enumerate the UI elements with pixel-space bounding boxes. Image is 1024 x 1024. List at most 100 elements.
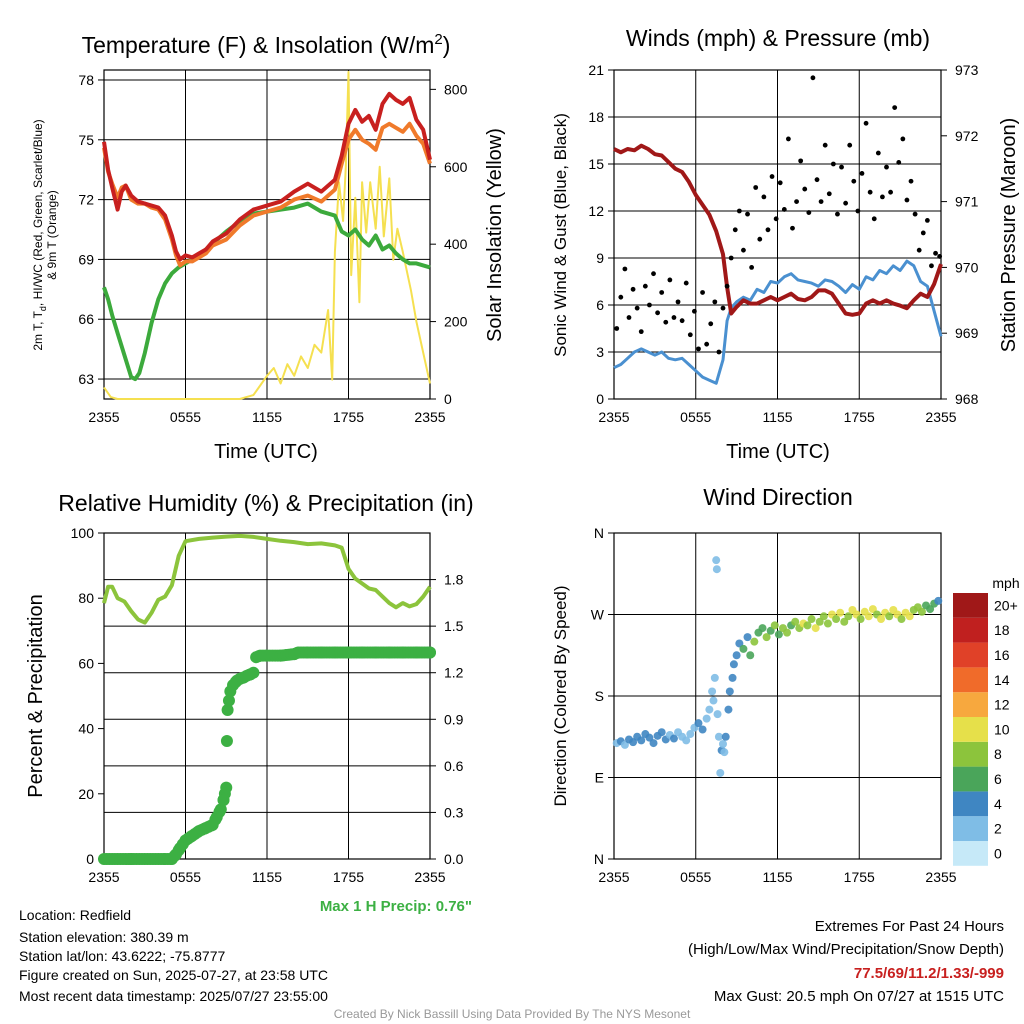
gust-point [916,247,922,253]
station-pressure-line [613,143,943,317]
wind-direction-point [716,768,725,777]
gust-point [896,160,902,165]
relative-humidity-line [102,533,432,625]
panel0-y-tick-label: 63 [78,371,94,387]
precip-point [221,703,234,716]
gust-point [736,208,742,214]
panel2-y2-tick-label: 0.6 [444,758,464,774]
colorbar-swatch [953,717,988,742]
panel1-x-tick-label: 0555 [680,409,711,425]
panel1-y-tick-label: 9 [596,250,604,266]
gust-point [822,142,828,148]
wind-direction-point [710,673,719,682]
panel0-x-tick-label: 2355 [414,409,445,425]
gust-point [908,178,914,184]
panel0-y-tick-label: 75 [78,132,94,148]
panel2-y2-tick-label: 0.3 [444,804,464,820]
gust-point [671,315,677,320]
wind-direction-point [766,626,775,635]
panel2-x-tick-label: 2355 [88,869,119,885]
gust-point [622,266,628,272]
gust-point [773,216,779,222]
gust-point [871,216,877,222]
gust-point [867,189,873,195]
wind-direction-point [725,687,734,696]
wind-direction-point [803,621,812,630]
gust-point [765,227,771,233]
direction-chart-title: Wind Direction [703,484,853,510]
colorbar-label: 8 [994,746,1002,762]
panel1-y2-tick-label: 973 [955,62,979,78]
wind-direction-point [815,617,824,626]
gust-point [884,164,889,170]
panel3-x-tick-label: 1755 [844,869,875,885]
gust-point [843,200,849,206]
wind-direction-point [868,605,877,614]
wind-direction-point [791,617,800,626]
wind-direction-point [729,660,738,669]
gust-point [655,310,660,316]
wind-direction-point [669,734,678,743]
gust-point [647,302,652,308]
panel2-x-tick-label: 1755 [333,869,364,885]
gust-point [777,180,783,186]
panel0-y-tick-label: 72 [78,192,94,208]
gust-point [724,283,730,289]
colorbar-label: 2 [994,821,1002,837]
gust-point [835,211,840,217]
wind-direction-point [819,612,828,621]
temperature-right-axis-label: Solar Insolation (Yellow) [484,128,506,342]
wind-direction-point [649,739,658,748]
gust-point [802,186,808,192]
panel1-y-tick-label: 0 [596,391,604,407]
panel3-y-tick-label: S [595,688,604,704]
colorbar-title: mph [992,575,1019,591]
gust-point [781,207,787,212]
wind-direction-point [645,733,654,742]
colorbar-label: 20+ [994,597,1018,613]
panel1-y2-tick-label: 968 [955,391,979,407]
wind-direction-point [743,633,752,642]
wind-direction-point [708,687,717,696]
panel0-y-tick-label: 66 [78,311,94,327]
colorbar-swatch [953,617,988,643]
panel2-y2-tick-label: 0.9 [444,711,464,727]
winds-right-axis-label: Station Pressure (Maroon) [998,118,1020,353]
wind-direction-point [885,612,894,621]
panel1-x-tick-label: 1755 [844,409,875,425]
extremes-title: Extremes For Past 24 Hours [814,918,1004,935]
wind-direction-point [856,615,865,624]
panel3-y-tick-label: W [591,607,605,623]
colorbar-label: 4 [994,796,1002,812]
credit-text: Created By Nick Bassill Using Data Provi… [333,1007,691,1021]
wind-direction-point [758,624,767,633]
panel2-y2-tick-label: 0.0 [444,851,464,867]
gust-point [663,319,669,325]
gust-point [769,174,775,179]
panel1-y-tick-label: 6 [596,297,604,313]
precip-point [213,805,226,818]
wind-direction-point [713,710,722,719]
temperature-left-axis-label-2: & 9m T (Orange) [45,190,59,280]
panel2-frame [103,532,431,860]
precip-point [243,668,256,681]
wind-direction-point [864,612,873,621]
wind-direction-point [770,621,779,630]
gust-point [904,197,910,203]
wind-direction-point [714,732,723,741]
panel3-x-tick-label: 1155 [762,869,792,885]
gust-point [806,210,812,215]
panel0-y-tick-label: 69 [78,251,94,267]
gust-point [720,305,726,311]
panel0-y2-tick-label: 800 [444,81,468,97]
wind-direction-point [721,732,730,741]
panel1-x-tick-label: 2355 [925,409,956,425]
gust-point [708,321,714,327]
panel1-y-tick-label: 15 [588,156,604,172]
gust-point [810,75,816,81]
gust-point [929,263,934,269]
gust-point [847,142,853,148]
panel3-y-tick-label: E [595,770,604,786]
wind-direction-point [774,630,783,639]
